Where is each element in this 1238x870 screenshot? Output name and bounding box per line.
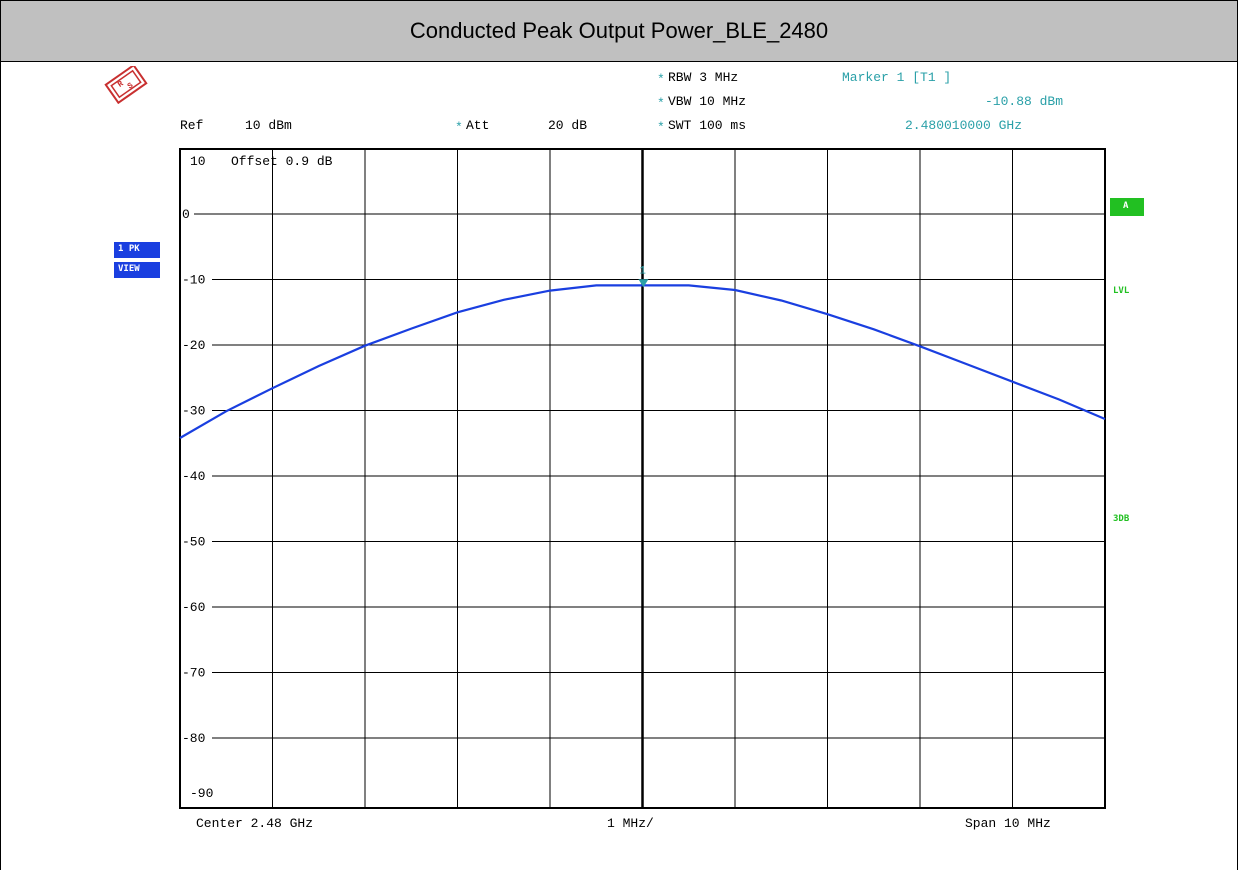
y-tick-label-bg (181, 470, 212, 482)
vbw-setting: VBW 10 MHz (668, 94, 747, 109)
trace-badge-label: 1 PK (118, 244, 140, 254)
rohde-schwarz-logo: R S (104, 66, 148, 104)
span-value: Span 10 MHz (965, 816, 1051, 831)
svg-text:S: S (126, 81, 135, 91)
threedb-label: 3DB (1113, 514, 1130, 524)
y-tick-label: -80 (182, 731, 205, 746)
y-tick-label-bg (181, 208, 194, 220)
division-scale: 1 MHz/ (607, 816, 654, 831)
y-tick-label: 10 (190, 154, 206, 169)
y-tick-label-bg (181, 339, 212, 351)
y-tick-label: -10 (182, 273, 205, 288)
marker-frequency: 2.480010000 GHz (905, 118, 1023, 133)
marker-number: 1 (639, 265, 646, 277)
view-badge: VIEW (114, 262, 160, 278)
att-label: Att (466, 118, 490, 133)
marker-header: Marker 1 [T1 ] (842, 70, 952, 85)
y-tick-label-bg (181, 732, 212, 744)
att-star-icon: * (455, 120, 463, 135)
y-tick-label: -20 (182, 338, 205, 353)
y-tick-label: -90 (190, 786, 213, 801)
rbw-star-icon: * (657, 72, 665, 87)
y-tick-label: -70 (182, 666, 205, 681)
y-tick-label-bg (181, 601, 212, 613)
marker-triangle-icon (638, 279, 649, 288)
frame-left-border (0, 61, 1, 870)
svg-text:R: R (116, 79, 125, 89)
view-badge-label: VIEW (118, 264, 140, 274)
y-tick-label-bg (181, 404, 212, 417)
a-badge: A (1110, 198, 1144, 216)
marker-level: -10.88 dBm (985, 94, 1064, 109)
y-tick-label: -40 (182, 469, 205, 484)
ref-label: Ref (180, 118, 204, 133)
swt-star-icon: * (657, 120, 665, 135)
center-frequency: Center 2.48 GHz (196, 816, 314, 831)
trace-badge: 1 PK (114, 242, 160, 258)
swt-setting: SWT 100 ms (668, 118, 747, 133)
y-tick-label-bg (181, 535, 212, 548)
ref-value: 10 dBm (245, 118, 292, 133)
vbw-star-icon: * (657, 96, 665, 111)
y-tick-label-bg (181, 273, 212, 286)
y-tick-label: -50 (182, 535, 205, 550)
y-tick-label: -60 (182, 600, 205, 615)
att-value: 20 dB (548, 118, 588, 133)
y-tick-label: 0 (182, 207, 190, 222)
offset-label: Offset 0.9 dB (231, 154, 333, 169)
lvl-label: LVL (1113, 286, 1130, 296)
rbw-setting: RBW 3 MHz (668, 70, 739, 85)
a-badge-label: A (1123, 201, 1129, 211)
y-tick-label: -30 (182, 404, 205, 419)
y-tick-label-bg (181, 666, 212, 679)
chart-title: Conducted Peak Output Power_BLE_2480 (0, 0, 1238, 62)
